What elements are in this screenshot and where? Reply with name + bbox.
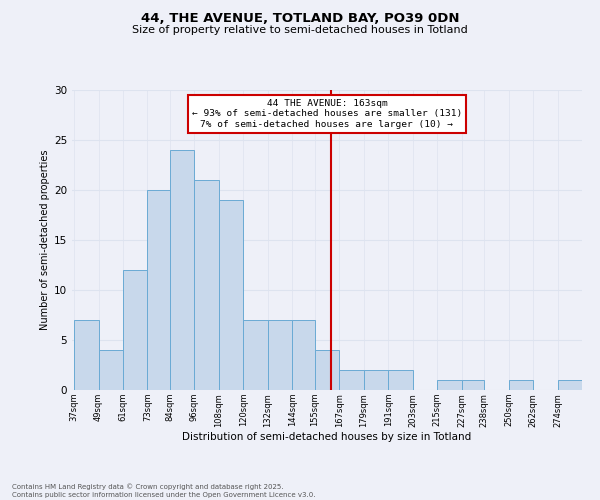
Y-axis label: Number of semi-detached properties: Number of semi-detached properties: [40, 150, 50, 330]
Text: 44, THE AVENUE, TOTLAND BAY, PO39 0DN: 44, THE AVENUE, TOTLAND BAY, PO39 0DN: [141, 12, 459, 26]
Bar: [74, 320, 98, 390]
Bar: [170, 150, 194, 390]
Bar: [557, 380, 582, 390]
Bar: [509, 380, 533, 390]
Text: 44 THE AVENUE: 163sqm
← 93% of semi-detached houses are smaller (131)
7% of semi: 44 THE AVENUE: 163sqm ← 93% of semi-deta…: [192, 99, 462, 129]
Bar: [388, 370, 413, 390]
Bar: [461, 380, 484, 390]
Bar: [123, 270, 148, 390]
Bar: [98, 350, 123, 390]
Bar: [219, 200, 244, 390]
Bar: [268, 320, 292, 390]
Bar: [339, 370, 364, 390]
Bar: [292, 320, 315, 390]
Text: Size of property relative to semi-detached houses in Totland: Size of property relative to semi-detach…: [132, 25, 468, 35]
Bar: [148, 190, 170, 390]
Bar: [437, 380, 461, 390]
Bar: [364, 370, 388, 390]
Bar: [194, 180, 219, 390]
X-axis label: Distribution of semi-detached houses by size in Totland: Distribution of semi-detached houses by …: [182, 432, 472, 442]
Text: Contains HM Land Registry data © Crown copyright and database right 2025.
Contai: Contains HM Land Registry data © Crown c…: [12, 484, 316, 498]
Bar: [244, 320, 268, 390]
Bar: [315, 350, 339, 390]
